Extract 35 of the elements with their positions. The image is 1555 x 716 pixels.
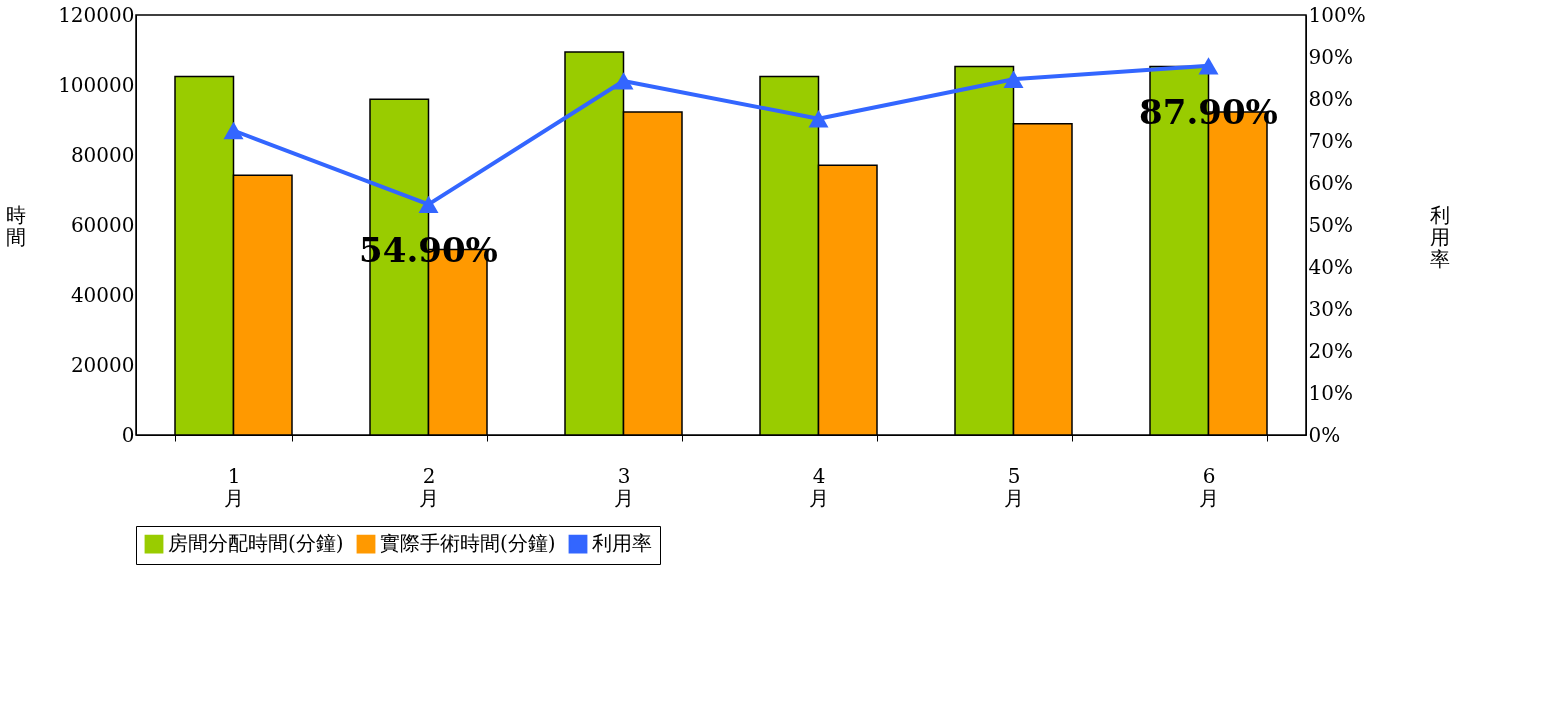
- y2-tick-label: 50%: [1308, 212, 1353, 237]
- y-tick-label: 100000: [58, 72, 135, 97]
- y-tick-label: 120000: [58, 2, 135, 27]
- y2-tick-label: 40%: [1308, 254, 1353, 279]
- point: [1003, 70, 1024, 88]
- y2-tick-label: 30%: [1308, 296, 1353, 321]
- x-tick-label: 4月: [809, 463, 829, 510]
- y2-tick-label: 60%: [1308, 170, 1353, 195]
- y2-axis-title: 利用率: [1429, 202, 1450, 271]
- x-tick-label: 6月: [1199, 463, 1219, 510]
- point: [808, 110, 829, 128]
- y-tick-label: 80000: [70, 142, 135, 167]
- y2-tick-label: 90%: [1308, 44, 1353, 69]
- point: [1198, 57, 1219, 75]
- x-tick-label: 5月: [1004, 463, 1024, 510]
- legend-label: 利用率: [592, 531, 652, 556]
- y2-tick-label: 20%: [1308, 338, 1353, 363]
- x-tick-label: 3月: [614, 463, 634, 510]
- y2-tick-label: 80%: [1308, 86, 1353, 111]
- y2-tick-label: 100%: [1308, 2, 1366, 27]
- y-tick-label: 40000: [70, 282, 135, 307]
- y2-tick-label: 0%: [1308, 422, 1341, 447]
- point: [613, 72, 634, 90]
- y-tick-label: 0: [121, 422, 135, 447]
- legend-label: 實際手術時間(分鐘): [380, 531, 556, 556]
- x-tick-label: 2月: [419, 463, 439, 510]
- point: [223, 121, 244, 140]
- y2-tick-label: 70%: [1308, 128, 1353, 153]
- point: [418, 195, 439, 214]
- y-axis-title: 時間: [6, 202, 27, 249]
- y-tick-label: 20000: [70, 352, 135, 377]
- y-tick-label: 60000: [70, 212, 135, 237]
- y2-tick-label: 10%: [1308, 380, 1353, 405]
- legend-label: 房間分配時間(分鐘): [168, 531, 344, 556]
- x-tick-label: 1月: [224, 463, 244, 510]
